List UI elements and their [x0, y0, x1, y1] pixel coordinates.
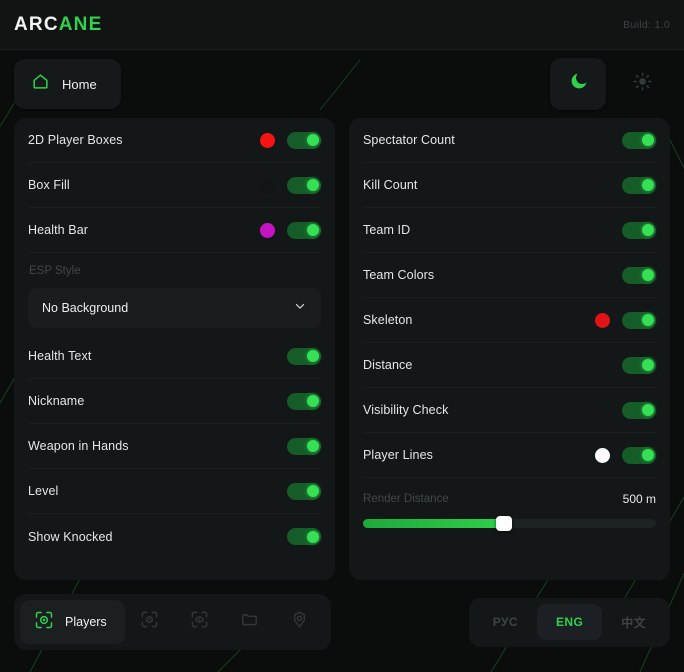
folder-icon [240, 610, 259, 634]
nav-item-configs[interactable] [225, 600, 275, 644]
setting-label: Distance [363, 358, 413, 372]
setting-label: Nickname [28, 394, 85, 408]
setting-label: Health Bar [28, 223, 89, 237]
esp-style-label: ESP Style [29, 265, 81, 277]
settings-panels: 2D Player Boxes Box Fill Health Bar ESP … [0, 118, 684, 580]
toggle-switch[interactable] [287, 437, 321, 455]
sun-icon [632, 72, 652, 96]
color-swatch[interactable] [260, 177, 275, 193]
toggle-switch[interactable] [287, 347, 321, 365]
aim-eye-icon [190, 610, 209, 634]
toggle-switch[interactable] [622, 221, 656, 239]
nav-item-players[interactable]: Players [20, 600, 125, 644]
table-row[interactable]: Kill Count [363, 163, 656, 208]
nav-item-visuals[interactable] [175, 600, 225, 644]
toggle-switch[interactable] [622, 311, 656, 329]
table-row[interactable]: Show Knocked [28, 514, 321, 559]
setting-label: Kill Count [363, 178, 418, 192]
setting-label: Spectator Count [363, 133, 455, 147]
esp-style-value: No Background [42, 301, 129, 315]
toggle-switch[interactable] [287, 221, 321, 239]
logo-text-primary: ARC [14, 13, 59, 35]
app-logo: ARCANE [14, 14, 102, 36]
table-row[interactable]: Nickname [28, 379, 321, 424]
setting-label: 2D Player Boxes [28, 133, 123, 147]
target-players-icon [34, 610, 54, 635]
table-row[interactable]: Visibility Check [363, 388, 656, 433]
toggle-switch[interactable] [622, 266, 656, 284]
render-distance-label: Render Distance [363, 493, 449, 505]
render-distance-field: Render Distance 500 m [363, 478, 656, 531]
color-swatch[interactable] [260, 222, 275, 238]
render-distance-value: 500 m [622, 492, 656, 506]
setting-label: Player Lines [363, 448, 433, 462]
moon-icon [568, 71, 589, 97]
logo-text-accent: ANE [58, 13, 103, 35]
chevron-down-icon [293, 299, 307, 318]
top-tab-row: Home [0, 50, 684, 118]
toggle-switch[interactable] [287, 131, 321, 149]
setting-label: Team ID [363, 223, 411, 237]
render-distance-slider[interactable] [363, 516, 656, 531]
toggle-switch[interactable] [287, 482, 321, 500]
toggle-switch[interactable] [622, 131, 656, 149]
tab-home-label: Home [62, 76, 97, 92]
toggle-switch[interactable] [287, 176, 321, 194]
setting-label: Level [28, 484, 59, 498]
color-swatch[interactable] [595, 312, 610, 328]
esp-style-dropdown[interactable]: No Background [28, 288, 321, 328]
setting-label: Weapon in Hands [28, 439, 129, 453]
setting-label: Box Fill [28, 178, 70, 192]
slider-fill [363, 519, 504, 528]
table-row[interactable]: Skeleton [363, 298, 656, 343]
right-settings-panel: Spectator Count Kill Count Team ID Team … [349, 118, 670, 580]
theme-dark-button[interactable] [550, 58, 606, 110]
setting-label: Health Text [28, 349, 92, 363]
language-selector: РУС ENG 中文 [468, 597, 670, 647]
table-row[interactable]: Health Text [28, 334, 321, 379]
table-row[interactable]: 2D Player Boxes [28, 118, 321, 163]
theme-toggle-group [550, 58, 670, 110]
toggle-switch[interactable] [287, 528, 321, 545]
nav-item-players-label: Players [65, 615, 107, 629]
lang-option-ru[interactable]: РУС [492, 615, 518, 629]
toggle-switch[interactable] [287, 392, 321, 410]
esp-style-field: ESP Style No Background [28, 253, 321, 334]
table-row[interactable]: Health Bar [28, 208, 321, 253]
color-swatch[interactable] [595, 447, 610, 463]
table-row[interactable]: Weapon in Hands [28, 424, 321, 469]
aim-scope-icon [140, 610, 159, 634]
toggle-switch[interactable] [622, 356, 656, 374]
color-swatch[interactable] [260, 132, 275, 148]
table-row[interactable]: Level [28, 469, 321, 514]
bottom-bar: Players [0, 580, 684, 664]
toggle-switch[interactable] [622, 446, 656, 464]
table-row[interactable]: Box Fill [28, 163, 321, 208]
build-version-label: Build: 1.0 [623, 18, 670, 31]
table-row[interactable]: Team ID [363, 208, 656, 253]
setting-label: Skeleton [363, 313, 413, 327]
left-settings-panel: 2D Player Boxes Box Fill Health Bar ESP … [14, 118, 335, 580]
tab-home[interactable]: Home [14, 59, 121, 109]
theme-light-button[interactable] [614, 58, 670, 110]
setting-label: Visibility Check [363, 403, 449, 417]
home-icon [31, 72, 50, 96]
lang-option-zh[interactable]: 中文 [621, 615, 646, 630]
slider-thumb[interactable] [495, 516, 512, 531]
setting-label: Show Knocked [28, 529, 113, 544]
table-row[interactable]: Distance [363, 343, 656, 388]
lang-option-en[interactable]: ENG [536, 604, 603, 640]
table-row[interactable]: Spectator Count [363, 118, 656, 163]
app-header: ARCANE Build: 1.0 [0, 0, 684, 50]
setting-label: Team Colors [363, 268, 435, 282]
gear-icon [290, 610, 309, 634]
toggle-switch[interactable] [622, 401, 656, 419]
bottom-nav: Players [14, 594, 331, 650]
nav-item-aim[interactable] [125, 600, 175, 644]
toggle-switch[interactable] [622, 176, 656, 194]
table-row[interactable]: Team Colors [363, 253, 656, 298]
table-row[interactable]: Player Lines [363, 433, 656, 478]
nav-item-settings[interactable] [275, 600, 325, 644]
